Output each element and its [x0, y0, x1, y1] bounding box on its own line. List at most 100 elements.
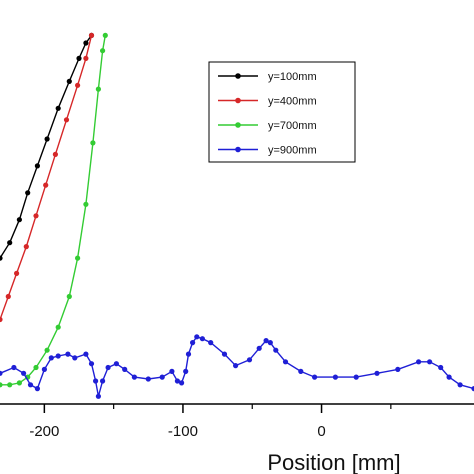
legend-entry: y=100mm — [218, 71, 317, 83]
data-point — [66, 293, 72, 300]
data-point — [332, 374, 338, 380]
data-point — [14, 270, 20, 276]
data-point — [11, 364, 17, 371]
data-point — [100, 378, 106, 384]
legend: y=100mm y=400mm y=700mm y=900mm — [208, 61, 356, 163]
data-point — [66, 78, 72, 84]
data-point — [395, 366, 401, 372]
data-point — [44, 347, 50, 353]
data-point — [76, 55, 82, 62]
data-point — [63, 117, 70, 123]
x-axis-ticks: -200 -100 0 — [29, 404, 392, 440]
data-point — [221, 351, 228, 357]
legend-box — [208, 61, 356, 163]
data-point — [174, 378, 180, 384]
data-point — [298, 368, 304, 374]
data-point — [21, 370, 27, 376]
x-tick-label: -100 — [168, 423, 198, 440]
data-point — [27, 382, 34, 388]
data-point — [25, 190, 31, 196]
data-point — [95, 86, 101, 92]
data-point — [72, 355, 78, 361]
legend-swatch-marker — [235, 73, 241, 79]
legend-entry: y=700mm — [218, 120, 317, 132]
x-axis-title: Position [mm] — [267, 450, 400, 474]
legend-label: y=400mm — [268, 96, 317, 108]
data-point — [88, 32, 95, 39]
data-point — [34, 163, 41, 169]
series-line — [0, 35, 106, 386]
data-point — [93, 378, 99, 384]
series-y-400mm — [0, 32, 95, 323]
data-point — [83, 351, 89, 357]
data-point — [75, 82, 81, 88]
data-point — [179, 380, 185, 386]
data-point — [246, 357, 253, 363]
data-point — [190, 340, 196, 346]
data-point — [113, 361, 119, 367]
data-point — [44, 136, 50, 142]
data-point — [55, 324, 61, 330]
legend-entry: y=900mm — [218, 145, 317, 157]
data-point — [65, 351, 71, 357]
data-point — [33, 364, 39, 371]
data-point — [0, 382, 3, 388]
legend-label: y=700mm — [268, 120, 317, 132]
data-point — [208, 340, 214, 346]
legend-label: y=100mm — [268, 71, 317, 83]
data-point — [256, 345, 262, 351]
data-point — [0, 255, 3, 261]
data-point — [23, 244, 29, 250]
data-point — [438, 364, 444, 371]
data-point — [83, 40, 89, 46]
data-point — [83, 55, 89, 62]
data-point — [83, 201, 89, 207]
data-point — [41, 366, 48, 372]
data-point — [102, 32, 108, 39]
data-point — [7, 240, 13, 246]
data-point — [446, 374, 452, 380]
data-point — [0, 316, 3, 323]
data-point — [43, 182, 49, 188]
data-point — [282, 359, 289, 365]
series-y-100mm — [0, 32, 95, 261]
data-point — [100, 48, 106, 54]
legend-entry: y=400mm — [218, 96, 317, 108]
data-point — [33, 213, 39, 219]
legend-label: y=900mm — [268, 145, 317, 157]
data-point — [457, 382, 463, 388]
data-point — [52, 151, 59, 157]
data-point — [16, 380, 22, 386]
data-point — [145, 376, 151, 382]
data-point — [55, 353, 61, 359]
data-point — [427, 359, 433, 365]
data-point — [131, 374, 137, 380]
legend-swatch-marker — [235, 146, 241, 153]
data-point — [185, 351, 192, 357]
data-point — [263, 338, 269, 344]
data-point — [159, 374, 165, 380]
data-point — [48, 355, 54, 361]
series-y-900mm — [0, 334, 474, 399]
data-point — [199, 336, 205, 342]
data-point — [353, 374, 359, 380]
data-point — [416, 359, 422, 365]
x-tick-label: 0 — [317, 423, 325, 440]
data-point — [7, 382, 13, 388]
data-point — [169, 368, 175, 374]
data-point — [471, 386, 474, 392]
data-point — [183, 368, 189, 374]
data-point — [34, 386, 41, 392]
data-point — [5, 293, 11, 300]
data-point — [75, 255, 81, 261]
data-point — [0, 370, 3, 376]
data-point — [273, 347, 279, 353]
data-point — [16, 217, 22, 223]
series-line — [0, 34, 93, 259]
data-point — [312, 374, 318, 380]
data-point — [122, 366, 128, 372]
data-point — [233, 363, 239, 369]
data-point — [105, 364, 111, 371]
series-y-700mm — [0, 32, 108, 388]
